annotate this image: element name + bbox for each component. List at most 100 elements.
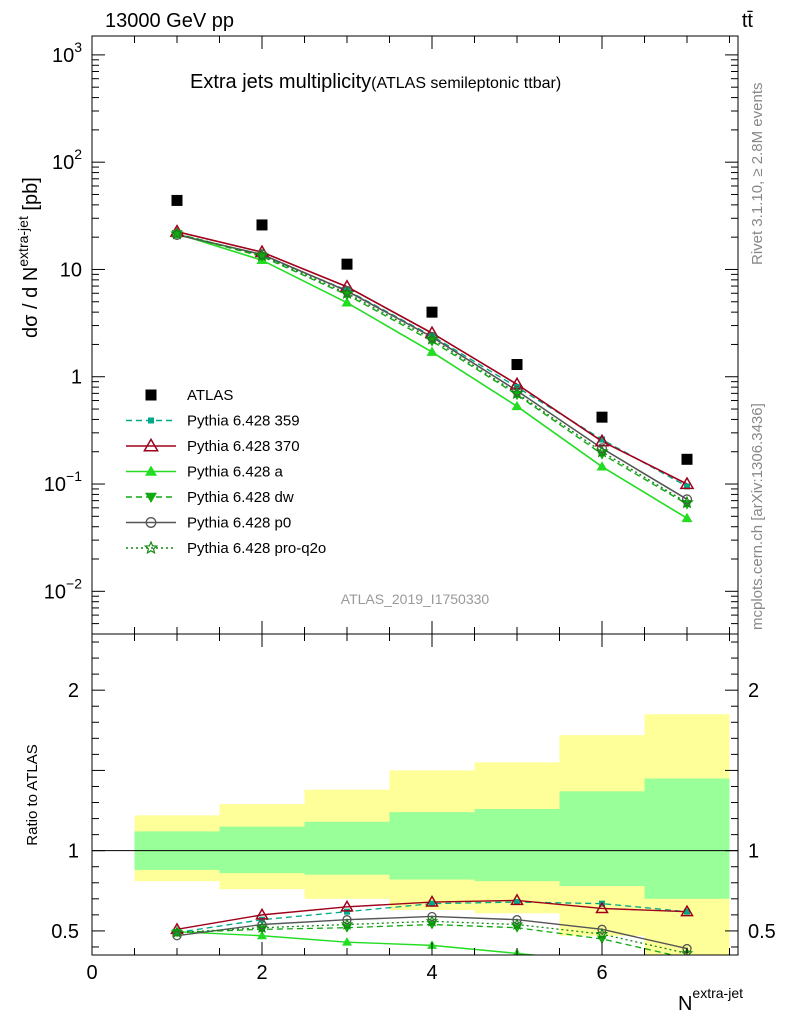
data-point [425, 331, 439, 345]
ratio-ticks [91, 634, 738, 955]
ratio-data-point [257, 930, 267, 940]
data-point [341, 258, 353, 270]
legend-label: ATLAS [187, 387, 233, 404]
data-point [511, 359, 523, 371]
analysis-label: ATLAS_2019_I1750330 [341, 591, 490, 607]
chart-title: Extra jets multiplicity(ATLAS semilepton… [190, 71, 561, 93]
data-point [596, 443, 608, 454]
data-point [344, 287, 350, 294]
ratio-data-point [342, 937, 352, 946]
ratio-data-point [597, 924, 607, 934]
x-tick-label: 6 [596, 962, 607, 984]
data-point [596, 411, 608, 423]
ratio-data-point [425, 895, 439, 907]
ratio-y-tick-label: 2 [68, 680, 79, 702]
data-point [681, 512, 693, 523]
ratio-plot-frame [91, 633, 739, 956]
ratio-data-point [427, 911, 437, 922]
legend-item: Pythia 6.428 dw [126, 489, 294, 506]
stat-uncertainty-band [559, 791, 645, 886]
x-tick-label: 2 [256, 962, 267, 984]
data-point [680, 495, 694, 509]
ratio-y-axis-title: Ratio to ATLAS [24, 744, 41, 845]
data-point [596, 461, 608, 471]
legend-swatch-marker [143, 540, 159, 555]
data-point [340, 286, 354, 299]
stat-uncertainty-band [644, 778, 730, 899]
main-y-tick-label: 10−2 [44, 575, 82, 603]
main-series-line [176, 233, 688, 504]
ratio-uncertainty-bands [134, 714, 730, 955]
data-point [170, 226, 184, 240]
x-tick-label: 0 [86, 962, 97, 984]
main-y-tick-label: 103 [52, 39, 82, 67]
mcplots-label: mcplots.cern.ch [arXiv:1306.3436] [749, 403, 766, 630]
data-point [510, 386, 524, 400]
data-point [599, 436, 605, 443]
legend: ATLAS Pythia 6.428 359 Pythia 6.428 370 Pyt… [126, 387, 326, 557]
data-point [426, 346, 438, 356]
legend-label: Pythia 6.428 370 [187, 438, 300, 455]
ratio-data-point [340, 899, 354, 912]
data-point [595, 444, 609, 458]
data-point [171, 194, 183, 206]
legend-label: Pythia 6.428 a [187, 464, 284, 481]
legend-label: Pythia 6.428 359 [187, 413, 300, 430]
ratio-y-tick-label-right: 1 [748, 841, 759, 863]
x-tick-label: 4 [426, 962, 437, 984]
ratio-data-point [257, 919, 267, 930]
main-series-markers [169, 194, 695, 523]
main-y-axis-title: dσ / d Nextra-jet [pb] [15, 177, 42, 338]
stat-uncertainty-band [219, 826, 305, 874]
data-point [256, 219, 268, 231]
ratio-data-point [172, 931, 182, 941]
x-axis-title: Nextra-jet [678, 985, 743, 1015]
data-point [681, 494, 693, 505]
ratio-data-point [429, 900, 435, 907]
main-y-tick-label: 10 [60, 259, 82, 281]
ratio-data-point [684, 908, 690, 915]
ratio-data-point [595, 927, 609, 940]
data-point [426, 306, 438, 318]
ratio-y-tick-label: 1 [68, 841, 79, 863]
main-y-tick-label: 102 [52, 146, 82, 174]
legend-item: ATLAS [145, 387, 233, 404]
data-point [255, 248, 269, 262]
legend-item: Pythia 6.428 359 [126, 413, 300, 430]
ratio-data-point [595, 901, 609, 914]
stat-uncertainty-band [389, 812, 475, 880]
data-point [679, 476, 695, 490]
ratio-data-point [510, 917, 524, 930]
legend-item: Pythia 6.428 pro-q2o [126, 540, 326, 557]
energy-label: 13000 GeV pp [105, 10, 234, 32]
ratio-tick-labels: 0.5 0.5 1 1 2 2 0 2 4 6 [51, 680, 776, 984]
ratio-data-point [514, 899, 520, 906]
ratio-data-point [510, 893, 524, 906]
data-point [684, 483, 690, 490]
legend-item: Pythia 6.428 a [126, 464, 284, 481]
stat-uncertainty-band [474, 808, 560, 882]
ratio-data-point [255, 907, 269, 920]
ratio-data-point [680, 904, 694, 917]
ratio-data-point [425, 914, 439, 927]
ratio-data-point [259, 916, 265, 923]
ratio-y-tick-label: 0.5 [51, 921, 79, 943]
stat-uncertainty-band [304, 821, 390, 875]
ratio-data-point [342, 915, 352, 925]
legend-label: Pythia 6.428 p0 [187, 515, 291, 532]
rivet-label: Rivet 3.1.10, ≥ 2.8M events [749, 83, 766, 266]
data-point [171, 229, 183, 240]
legend-swatch-marker [145, 465, 157, 476]
process-label: tt̄ [742, 10, 754, 32]
ratio-data-point [340, 917, 354, 930]
legend-swatch-marker [145, 517, 157, 528]
ratio-data-point [344, 908, 350, 915]
legend-swatch-marker [145, 389, 157, 401]
legend-swatch-marker [148, 417, 154, 424]
legend-label: Pythia 6.428 pro-q2o [187, 540, 326, 557]
main-y-tick-label: 1 [71, 367, 82, 389]
ratio-data-point [170, 925, 184, 938]
data-point [429, 332, 435, 339]
